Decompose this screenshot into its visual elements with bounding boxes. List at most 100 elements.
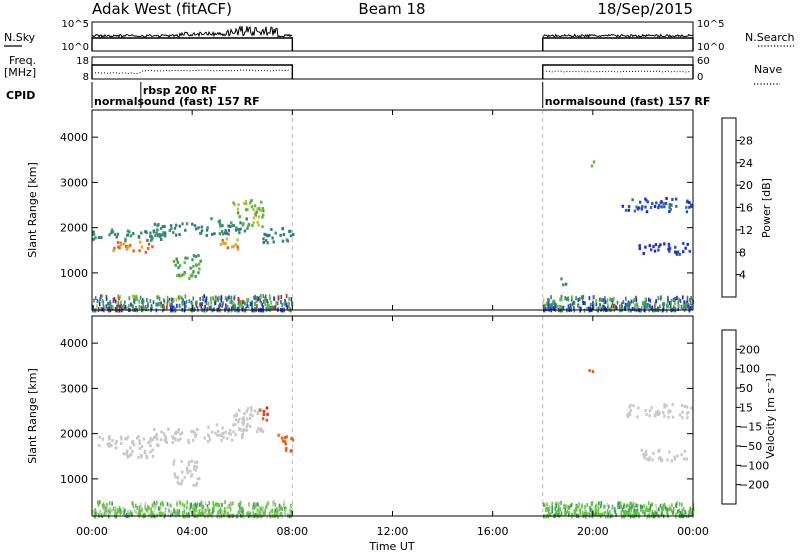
heatmap-cell — [237, 301, 240, 306]
heatmap-cell — [208, 306, 211, 311]
heatmap-cell — [132, 294, 135, 299]
heatmap-cell — [626, 503, 629, 508]
heatmap-cell — [258, 408, 262, 412]
heatmap-cell — [666, 301, 669, 306]
heatmap-cell — [135, 305, 137, 310]
heatmap-cell — [223, 241, 227, 245]
heatmap-cell — [197, 510, 199, 514]
heatmap-cell — [617, 501, 620, 506]
heatmap-cell — [246, 407, 250, 410]
heatmap-cell — [224, 510, 227, 515]
heatmap-cell — [644, 304, 646, 309]
heatmap-cell — [103, 511, 106, 516]
heatmap-cell — [153, 504, 155, 509]
heatmap-cell — [675, 204, 678, 208]
heatmap-cell — [283, 302, 285, 307]
heatmap-cell — [148, 506, 150, 511]
heatmap-cell — [137, 456, 140, 459]
heatmap-cell — [605, 512, 608, 517]
x-tick-label: 08:00 — [276, 525, 308, 538]
heatmap-cell — [132, 504, 135, 509]
heatmap-cell — [669, 304, 672, 309]
heatmap-cell — [592, 160, 596, 164]
heatmap-cell — [268, 233, 271, 237]
heatmap-cell — [637, 512, 640, 516]
heatmap-cell — [242, 428, 246, 432]
heatmap-cell — [582, 301, 584, 305]
velocity-colorbar: 200 100 50 15 −15 −50 −100 −200 Velocity [m s⁻¹… — [721, 329, 777, 505]
heatmap-cell — [672, 298, 675, 302]
heatmap-cell — [188, 277, 191, 280]
heatmap-cell — [177, 428, 181, 431]
heatmap-cell — [135, 510, 138, 515]
heatmap-cell — [567, 304, 570, 309]
heatmap-cell — [569, 504, 572, 508]
heatmap-cell — [673, 455, 676, 459]
nsky-tick-high: 10^5 — [62, 19, 89, 30]
heatmap-cell — [232, 301, 234, 306]
heatmap-cell — [591, 370, 595, 374]
heatmap-cell — [190, 473, 194, 477]
heatmap-cell — [158, 512, 161, 517]
heatmap-cell — [128, 296, 131, 301]
heatmap-cell — [640, 504, 642, 509]
heatmap-cell — [142, 299, 145, 304]
heatmap-cell — [549, 512, 552, 517]
heatmap-cell — [194, 435, 197, 439]
heatmap-cell — [115, 305, 118, 310]
heatmap-cell — [604, 296, 606, 301]
heatmap-cell — [553, 299, 555, 304]
heatmap-cell — [198, 477, 201, 481]
heatmap-cell — [140, 502, 142, 507]
heatmap-cell — [644, 512, 646, 517]
heatmap-cell — [122, 305, 124, 310]
heatmap-cell — [183, 301, 186, 305]
heatmap-cell — [661, 508, 663, 513]
heatmap-cell — [214, 301, 217, 306]
heatmap-cell — [188, 299, 190, 303]
heatmap-cell — [241, 433, 244, 437]
heatmap-cell — [548, 303, 550, 308]
heatmap-cell — [654, 511, 656, 516]
heatmap-cell — [123, 306, 126, 311]
heatmap-cell — [690, 406, 693, 410]
heatmap-cell — [105, 295, 108, 299]
heatmap-cell — [195, 303, 198, 308]
heatmap-cell — [270, 300, 272, 305]
heatmap-cell — [239, 428, 242, 432]
heatmap-cell — [627, 305, 630, 310]
heatmap-cell — [576, 513, 578, 518]
freq-strip: Freq. [MHz] 18 8 60 0 Nave — [4, 54, 782, 85]
heatmap-cell — [219, 243, 223, 247]
heatmap-cell — [138, 299, 140, 304]
heatmap-cell — [147, 242, 151, 246]
heatmap-cell — [178, 509, 181, 514]
heatmap-cell — [180, 431, 184, 435]
heatmap-cell — [584, 301, 586, 306]
heatmap-cell — [657, 245, 661, 249]
heatmap-cell — [137, 235, 141, 238]
heatmap-cell — [221, 241, 225, 245]
heatmap-cell — [631, 504, 633, 509]
heatmap-cell — [173, 509, 175, 514]
heatmap-cell — [219, 302, 221, 307]
heatmap-cell — [183, 271, 186, 274]
heatmap-cell — [167, 427, 170, 431]
heatmap-cell — [102, 302, 105, 307]
heatmap-cell — [237, 420, 240, 424]
heatmap-cell — [577, 502, 579, 507]
heatmap-cell — [110, 231, 113, 235]
heatmap-cell — [137, 435, 140, 439]
heatmap-cell — [186, 256, 189, 260]
heatmap-cell — [625, 296, 627, 301]
heatmap-cell — [207, 425, 210, 429]
heatmap-cell — [233, 414, 236, 418]
heatmap-cell — [150, 235, 153, 239]
heatmap-cell — [570, 512, 573, 517]
heatmap-cell — [658, 456, 661, 460]
heatmap-cell — [622, 510, 625, 514]
heatmap-cell — [199, 512, 202, 517]
heatmap-cell — [131, 449, 134, 453]
heatmap-cell — [179, 274, 182, 278]
heatmap-cell — [248, 512, 250, 517]
